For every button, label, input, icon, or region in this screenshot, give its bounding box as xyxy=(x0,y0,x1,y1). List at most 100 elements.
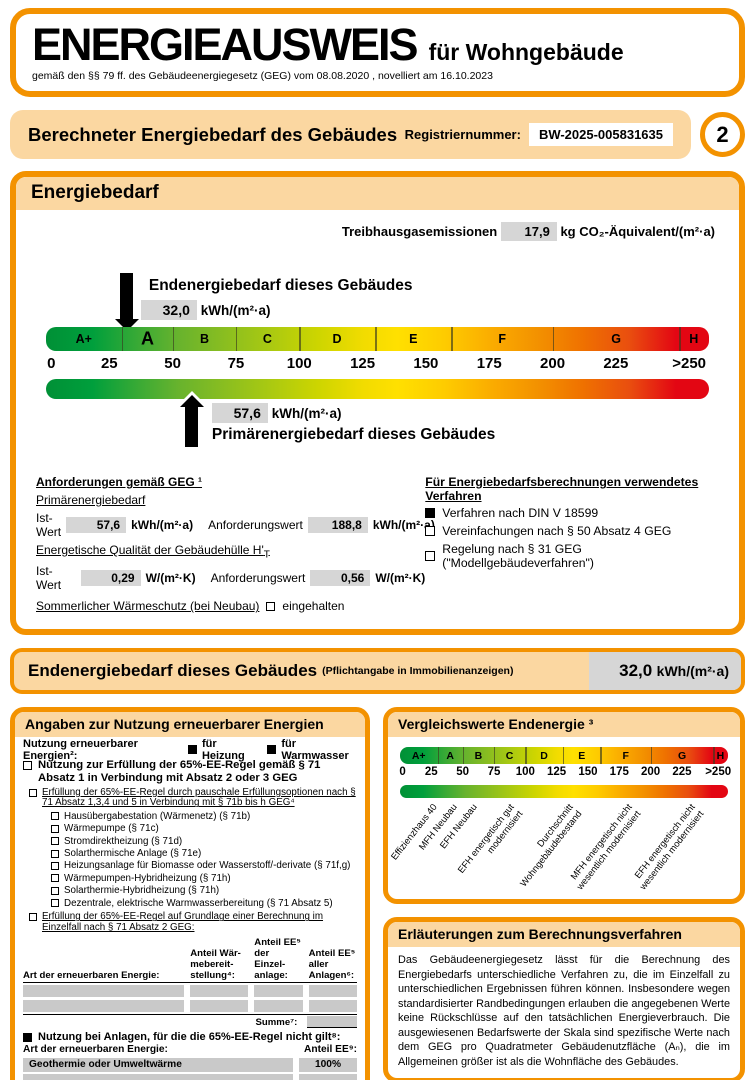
option-checkbox[interactable] xyxy=(51,899,59,908)
class-divider xyxy=(375,327,377,351)
option-checkbox[interactable] xyxy=(51,849,59,858)
endenergie-value-line: 32,0 kWh/(m²·a) xyxy=(140,300,271,320)
not-applicable-label: Nutzung bei Anlagen, für die die 65%-EE-… xyxy=(38,1031,341,1044)
scale-tick: 200 xyxy=(640,766,661,779)
requirement-label: Anforderungswert xyxy=(208,518,303,532)
renewable-option: Hausübergabestation (Wärmenetz) (§ 71b) xyxy=(51,810,357,822)
pauschal-checkbox[interactable] xyxy=(29,788,37,797)
efficiency-class-band: A+ A B C D E F G H xyxy=(46,327,709,351)
eingehalten-label: eingehalten xyxy=(282,599,345,614)
table-row xyxy=(23,1073,357,1080)
class-letter: G xyxy=(611,332,622,346)
envelope-req-unit: W/(m²·K) xyxy=(375,571,426,586)
option-checkbox[interactable] xyxy=(51,874,59,883)
scale-tick: 0 xyxy=(399,766,406,779)
document-header: ENERGIEAUSWEIS für Wohngebäude gemäß den… xyxy=(10,8,745,97)
envelope-values-row: Ist-Wert 0,29 W/(m²·K) Anforderungswert … xyxy=(36,564,425,592)
renewables-table-header: Art der erneuerbaren Energie: Anteil Wär… xyxy=(23,937,357,983)
option-checkbox[interactable] xyxy=(51,837,59,846)
einzelfall-checkbox[interactable] xyxy=(29,913,37,922)
class-letter: H xyxy=(716,749,725,762)
option-checkbox[interactable] xyxy=(51,812,59,821)
scale-tick: 150 xyxy=(413,355,439,372)
usage-item-label: für Warmwasser xyxy=(281,737,349,762)
option-checkbox[interactable] xyxy=(51,824,59,833)
scale-tick: 150 xyxy=(578,766,598,779)
eingehalten-checkbox[interactable] xyxy=(266,601,276,611)
usage-checkbox[interactable] xyxy=(267,745,277,755)
class-dividers xyxy=(46,327,709,351)
sum-label: Summe⁷: xyxy=(255,1016,298,1028)
class-divider xyxy=(552,327,555,351)
class-divider xyxy=(679,327,681,351)
usage-items: für Heizung für Warmwasser xyxy=(187,737,357,762)
energiebedarf-panel-title: Energiebedarf xyxy=(16,177,739,210)
method-checkbox[interactable] xyxy=(425,508,436,518)
endenergie-arrow xyxy=(114,273,140,331)
scale-tick: 75 xyxy=(227,355,245,372)
class-letter: A+ xyxy=(75,332,92,346)
endband-sublabel: (Pflichtangabe in Immobilienanzeigen) xyxy=(322,665,514,678)
envelope-heading: Energetische Qualität der Gebäudehülle H… xyxy=(36,543,270,561)
envelope-ist-value: 0,29 xyxy=(80,570,141,587)
class-divider xyxy=(299,327,301,351)
method-option-label: Verfahren nach DIN V 18599 xyxy=(442,506,599,520)
primary-ist-value: 57,6 xyxy=(66,517,127,533)
pauschal-label: Erfüllung der 65%-EE-Regel durch pauscha… xyxy=(42,786,356,809)
comparison-class-band: A+ A B C D E F G H xyxy=(400,747,728,765)
scale-tick: 50 xyxy=(164,355,181,372)
usage-label: Nutzung erneuerbarer Energien²: xyxy=(23,737,138,762)
usage-checkbox[interactable] xyxy=(187,745,197,755)
section-title: Berechneter Energiebedarf des Gebäudes xyxy=(28,123,398,145)
renewables-panel-title: Angaben zur Nutzung erneuerbarer Energie… xyxy=(15,712,365,738)
table-row xyxy=(23,985,357,998)
scale-tick: >250 xyxy=(672,355,707,372)
class-letters: A+ A B C D E F G H xyxy=(400,747,728,764)
envelope-ist-unit: W/(m²·K) xyxy=(145,571,196,586)
class-letter: A xyxy=(446,749,454,762)
scale-tick: 25 xyxy=(100,355,118,372)
existing-systems-table: Art der erneuerbaren Energie: Anteil EE⁹… xyxy=(23,1044,357,1080)
requirement-label: Anforderungswert xyxy=(210,571,306,586)
method-option: Regelung nach § 31 GEG ("Modellgebäudeve… xyxy=(425,542,719,570)
method-checkbox[interactable] xyxy=(425,526,436,536)
requirements-heading: Anforderungen gemäß GEG ¹ xyxy=(36,475,203,489)
einzelfall-group-row: Erfüllung der 65%-EE-Regel auf Grundlage… xyxy=(29,912,357,934)
option-checkbox[interactable] xyxy=(51,886,59,895)
scale-tick: >250 xyxy=(705,766,732,779)
scale-tick: 100 xyxy=(515,766,535,779)
endenergie-value: 32,0 xyxy=(140,300,197,320)
not-applicable-checkbox[interactable] xyxy=(23,1032,32,1042)
ghg-emissions-row: Treibhausgasemissionen 17,9 kg CO₂-Äquiv… xyxy=(36,222,715,241)
class-divider xyxy=(562,747,565,765)
ist-label: Ist-Wert xyxy=(36,511,62,539)
method-option: Verfahren nach DIN V 18599 xyxy=(425,506,719,520)
ghg-label: Treibhausgasemissionen xyxy=(341,224,498,239)
method-option-label: Vereinfachungen nach § 50 Absatz 4 GEG xyxy=(442,524,672,538)
comparison-ticks: 0 25 50 75 100 125 150 175 200 225 >250 xyxy=(399,766,732,784)
vergleichswerte-panel-title: Vergleichswerte Endenergie ³ xyxy=(388,712,740,738)
renewables-table: Art der erneuerbaren Energie: Anteil Wär… xyxy=(23,937,357,1029)
col-ee-share: Anteil EE⁹: xyxy=(304,1044,357,1056)
primary-values-row: Ist-Wert 57,6 kWh/(m²·a) Anforderungswer… xyxy=(36,511,435,539)
rule65-row: Nutzung zur Erfüllung der 65%-EE-Regel g… xyxy=(23,759,357,784)
ghg-value: 17,9 xyxy=(500,222,557,241)
option-checkbox[interactable] xyxy=(51,861,59,870)
class-letter: A xyxy=(140,328,154,349)
document-subtitle: für Wohngebäude xyxy=(428,39,624,65)
usage-item: für Heizung xyxy=(187,738,255,762)
endband-value-box: 32,0 kWh/(m²·a) xyxy=(589,652,741,691)
class-divider xyxy=(600,747,602,765)
scale-tick: 50 xyxy=(456,766,470,779)
rule65-checkbox[interactable] xyxy=(23,761,32,771)
option-label: Solarthermische Anlage (§ 71e) xyxy=(64,848,202,860)
class-divider xyxy=(235,327,238,351)
class-letter: H xyxy=(689,332,699,346)
table-sum-row: Summe⁷: xyxy=(23,1016,357,1029)
scale-tick: 175 xyxy=(609,766,629,779)
renewable-option: Heizungsanlage für Biomasse oder Wassers… xyxy=(51,860,357,872)
class-letter: F xyxy=(622,749,629,762)
gradient-bar xyxy=(46,379,709,399)
method-checkbox[interactable] xyxy=(425,551,436,561)
